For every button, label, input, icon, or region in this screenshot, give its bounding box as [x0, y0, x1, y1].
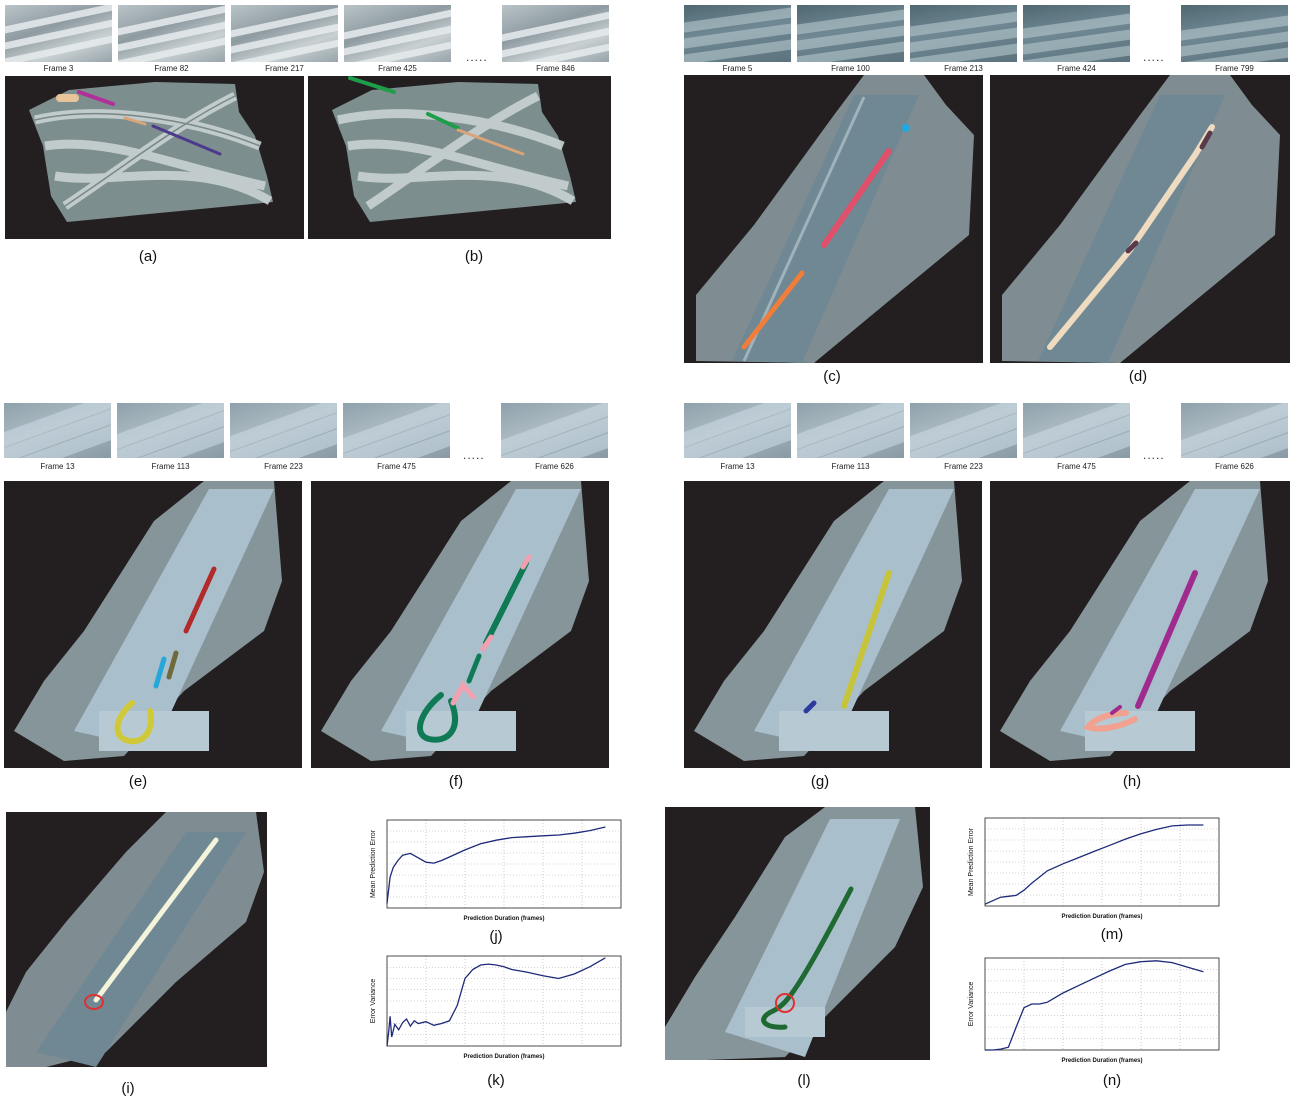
- frame-label: Frame 3: [43, 64, 74, 73]
- caption-b: (b): [464, 248, 484, 265]
- plot-frame: [386, 819, 622, 909]
- frame-thumbnail: [1181, 5, 1288, 62]
- frame-label: Frame 424: [1057, 64, 1096, 73]
- frame-thumbnail: [344, 5, 451, 62]
- ellipsis: .....: [1143, 50, 1165, 64]
- panel-c-runway-trajectories: [684, 75, 983, 363]
- frame-label: Frame 113: [151, 462, 190, 471]
- caption-g: (g): [810, 773, 830, 790]
- frame-thumbnail: [501, 403, 608, 458]
- caption-j: (j): [489, 928, 503, 945]
- frame-label: Frame 5: [722, 64, 753, 73]
- frame-thumbnail: [5, 5, 112, 62]
- plot-frame: [386, 955, 622, 1047]
- frame-label: Frame 475: [377, 462, 416, 471]
- frame-thumbnail: [797, 5, 904, 62]
- series-line-m: [984, 824, 1204, 905]
- frame-label: Frame 846: [536, 64, 575, 73]
- panel-i-prediction-trajectory: [6, 812, 267, 1067]
- frame-label: Frame 475: [1057, 462, 1096, 471]
- caption-m: (m): [1100, 926, 1124, 943]
- plot-frame: [984, 957, 1220, 1051]
- caption-e: (e): [128, 773, 148, 790]
- frame-label: Frame 425: [378, 64, 417, 73]
- ellipsis: .....: [466, 50, 488, 64]
- frame-label: Frame 100: [831, 64, 870, 73]
- frame-label: Frame 113: [831, 462, 870, 471]
- frame-label: Frame 223: [264, 462, 303, 471]
- frame-label: Frame 213: [944, 64, 983, 73]
- chart-j-mean-prediction-error: Prediction Duration (frames) Mean Predict…: [365, 814, 627, 922]
- frame-thumbnail: [910, 403, 1017, 458]
- caption-a: (a): [138, 248, 158, 265]
- series-line-j: [386, 826, 606, 904]
- frame-thumbnail: [684, 5, 791, 62]
- frame-thumbnail: [1023, 403, 1130, 458]
- panel-e-runway-trajectories: [4, 481, 302, 768]
- plot-frame: [984, 817, 1220, 907]
- frame-label: Frame 626: [535, 462, 574, 471]
- frame-thumbnail: [1023, 5, 1130, 62]
- frame-thumbnail: [502, 5, 609, 62]
- ellipsis: .....: [1143, 448, 1165, 462]
- x-axis-label: Prediction Duration (frames): [1061, 1058, 1142, 1064]
- x-axis-label: Prediction Duration (frames): [1061, 914, 1142, 920]
- y-axis-label: Mean Prediction Error: [968, 827, 975, 896]
- frame-thumbnail: [117, 403, 224, 458]
- frame-label: Frame 799: [1215, 64, 1254, 73]
- panel-f-runway-trajectories: [311, 481, 609, 768]
- y-axis-label: Error Variance: [968, 982, 975, 1027]
- x-axis-label: Prediction Duration (frames): [463, 916, 544, 922]
- frame-label: Frame 82: [154, 64, 189, 73]
- caption-c: (c): [823, 368, 841, 385]
- frame-thumbnail: [4, 403, 111, 458]
- frame-thumbnail: [230, 403, 337, 458]
- y-axis-label: Mean Prediction Error: [370, 829, 377, 898]
- x-axis-label: Prediction Duration (frames): [463, 1054, 544, 1060]
- frame-label: Frame 13: [40, 462, 75, 471]
- caption-l: (l): [797, 1072, 811, 1089]
- caption-k: (k): [487, 1072, 505, 1089]
- chart-m-mean-prediction-error: Prediction Duration (frames) Mean Predict…: [963, 812, 1225, 920]
- caption-n: (n): [1102, 1072, 1122, 1089]
- frame-thumbnail: [797, 403, 904, 458]
- caption-f: (f): [448, 773, 464, 790]
- y-axis-label: Error Variance: [370, 979, 377, 1024]
- caption-h: (h): [1122, 773, 1142, 790]
- panel-l-prediction-trajectory: [665, 807, 930, 1060]
- frame-thumbnail: [910, 5, 1017, 62]
- frame-label: Frame 223: [944, 462, 983, 471]
- panel-d-runway-trajectories: [990, 75, 1290, 363]
- series-line-n: [985, 960, 1204, 1051]
- panel-h-runway-trajectories: [990, 481, 1290, 768]
- highlight-circle: [775, 993, 795, 1013]
- frame-thumbnail: [684, 403, 791, 458]
- frame-thumbnail: [343, 403, 450, 458]
- ellipsis: .....: [463, 448, 485, 462]
- highlight-circle: [84, 994, 104, 1010]
- panel-b-trajectory-overlay: [308, 76, 611, 239]
- frame-thumbnail: [118, 5, 225, 62]
- frame-label: Frame 217: [265, 64, 304, 73]
- chart-n-error-variance: Prediction Duration (frames) Error Varian…: [963, 952, 1225, 1064]
- series-line-k: [386, 957, 606, 1047]
- frame-label: Frame 13: [720, 462, 755, 471]
- frame-thumbnail: [1181, 403, 1288, 458]
- panel-g-runway-trajectories: [684, 481, 982, 768]
- caption-d: (d): [1128, 368, 1148, 385]
- frame-label: Frame 626: [1215, 462, 1254, 471]
- panel-a-trajectory-overlay: [5, 76, 304, 239]
- caption-i: (i): [121, 1080, 135, 1097]
- chart-k-error-variance: Prediction Duration (frames) Error Varian…: [365, 950, 627, 1060]
- frame-thumbnail: [231, 5, 338, 62]
